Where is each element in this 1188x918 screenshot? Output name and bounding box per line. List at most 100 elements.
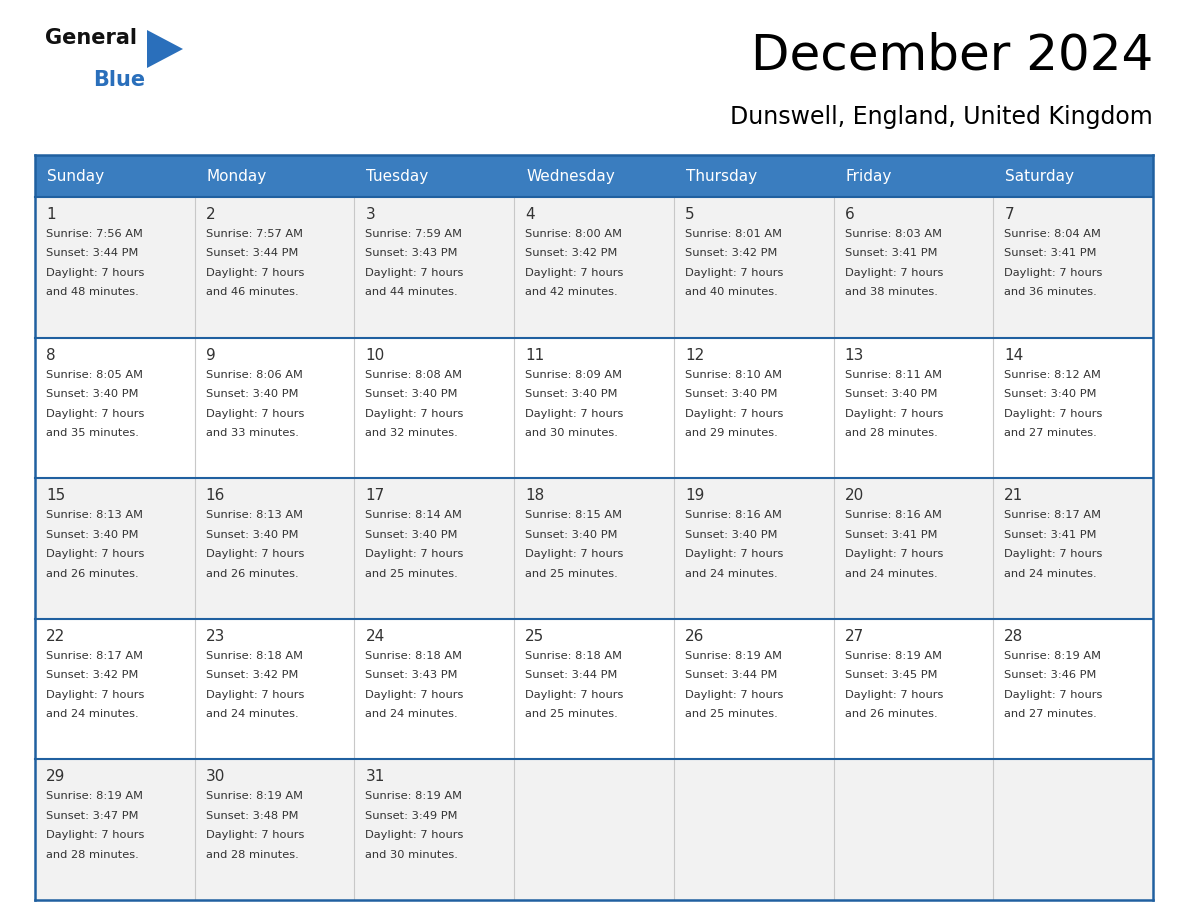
Text: Sunset: 3:40 PM: Sunset: 3:40 PM xyxy=(366,389,457,399)
Text: and 38 minutes.: and 38 minutes. xyxy=(845,287,937,297)
Text: Daylight: 7 hours: Daylight: 7 hours xyxy=(684,689,783,700)
Text: Daylight: 7 hours: Daylight: 7 hours xyxy=(1004,549,1102,559)
Text: Sunset: 3:40 PM: Sunset: 3:40 PM xyxy=(525,530,618,540)
Text: and 26 minutes.: and 26 minutes. xyxy=(46,568,139,578)
Bar xyxy=(34,619,1154,759)
Text: 5: 5 xyxy=(684,207,695,222)
Text: 9: 9 xyxy=(206,348,215,363)
Text: Blue: Blue xyxy=(93,70,145,90)
Text: Sunrise: 8:03 AM: Sunrise: 8:03 AM xyxy=(845,229,942,239)
Text: Sunrise: 8:19 AM: Sunrise: 8:19 AM xyxy=(46,791,143,801)
Text: Daylight: 7 hours: Daylight: 7 hours xyxy=(525,549,624,559)
Text: and 28 minutes.: and 28 minutes. xyxy=(845,428,937,438)
Text: Sunrise: 7:56 AM: Sunrise: 7:56 AM xyxy=(46,229,143,239)
Text: and 30 minutes.: and 30 minutes. xyxy=(525,428,618,438)
Text: Daylight: 7 hours: Daylight: 7 hours xyxy=(1004,689,1102,700)
Text: and 27 minutes.: and 27 minutes. xyxy=(1004,710,1097,720)
Text: Sunset: 3:40 PM: Sunset: 3:40 PM xyxy=(206,530,298,540)
Text: 2: 2 xyxy=(206,207,215,222)
Text: Thursday: Thursday xyxy=(685,169,757,184)
Text: 22: 22 xyxy=(46,629,65,644)
Text: Sunrise: 8:16 AM: Sunrise: 8:16 AM xyxy=(845,510,941,521)
Bar xyxy=(34,197,1154,338)
Text: 29: 29 xyxy=(46,769,65,784)
Text: and 25 minutes.: and 25 minutes. xyxy=(525,710,618,720)
Text: and 48 minutes.: and 48 minutes. xyxy=(46,287,139,297)
Text: and 28 minutes.: and 28 minutes. xyxy=(206,850,298,860)
Text: 14: 14 xyxy=(1004,348,1024,363)
Text: and 24 minutes.: and 24 minutes. xyxy=(206,710,298,720)
Text: and 33 minutes.: and 33 minutes. xyxy=(206,428,298,438)
Bar xyxy=(674,155,834,197)
Text: and 25 minutes.: and 25 minutes. xyxy=(366,568,459,578)
Text: Wednesday: Wednesday xyxy=(526,169,615,184)
Text: 31: 31 xyxy=(366,769,385,784)
Text: Sunrise: 8:19 AM: Sunrise: 8:19 AM xyxy=(366,791,462,801)
Text: Sunrise: 8:04 AM: Sunrise: 8:04 AM xyxy=(1004,229,1101,239)
Text: Daylight: 7 hours: Daylight: 7 hours xyxy=(366,689,463,700)
Text: Daylight: 7 hours: Daylight: 7 hours xyxy=(525,689,624,700)
Text: 13: 13 xyxy=(845,348,864,363)
Text: Sunrise: 8:06 AM: Sunrise: 8:06 AM xyxy=(206,370,303,380)
Text: and 28 minutes.: and 28 minutes. xyxy=(46,850,139,860)
Text: Daylight: 7 hours: Daylight: 7 hours xyxy=(366,831,463,840)
Text: December 2024: December 2024 xyxy=(751,32,1154,80)
Text: Sunset: 3:41 PM: Sunset: 3:41 PM xyxy=(1004,530,1097,540)
Text: and 24 minutes.: and 24 minutes. xyxy=(684,568,777,578)
Bar xyxy=(195,155,354,197)
Text: Sunset: 3:44 PM: Sunset: 3:44 PM xyxy=(684,670,777,680)
Text: 3: 3 xyxy=(366,207,375,222)
Text: Sunrise: 8:19 AM: Sunrise: 8:19 AM xyxy=(1004,651,1101,661)
Text: and 30 minutes.: and 30 minutes. xyxy=(366,850,459,860)
Text: and 25 minutes.: and 25 minutes. xyxy=(525,568,618,578)
Text: Sunrise: 8:01 AM: Sunrise: 8:01 AM xyxy=(684,229,782,239)
Bar xyxy=(34,759,1154,900)
Text: Sunrise: 8:10 AM: Sunrise: 8:10 AM xyxy=(684,370,782,380)
Text: Sunrise: 7:57 AM: Sunrise: 7:57 AM xyxy=(206,229,303,239)
Text: and 26 minutes.: and 26 minutes. xyxy=(206,568,298,578)
Text: Sunset: 3:42 PM: Sunset: 3:42 PM xyxy=(684,249,777,259)
Text: Sunrise: 8:18 AM: Sunrise: 8:18 AM xyxy=(206,651,303,661)
Text: Sunrise: 8:05 AM: Sunrise: 8:05 AM xyxy=(46,370,143,380)
Text: and 32 minutes.: and 32 minutes. xyxy=(366,428,459,438)
Text: Sunrise: 8:14 AM: Sunrise: 8:14 AM xyxy=(366,510,462,521)
Text: 20: 20 xyxy=(845,488,864,503)
Text: Sunset: 3:49 PM: Sunset: 3:49 PM xyxy=(366,811,457,821)
Text: Daylight: 7 hours: Daylight: 7 hours xyxy=(845,409,943,419)
Text: Daylight: 7 hours: Daylight: 7 hours xyxy=(46,549,145,559)
Text: Daylight: 7 hours: Daylight: 7 hours xyxy=(1004,268,1102,278)
Text: Saturday: Saturday xyxy=(1005,169,1074,184)
Text: Sunset: 3:43 PM: Sunset: 3:43 PM xyxy=(366,670,457,680)
Text: 17: 17 xyxy=(366,488,385,503)
Text: and 26 minutes.: and 26 minutes. xyxy=(845,710,937,720)
Text: Daylight: 7 hours: Daylight: 7 hours xyxy=(46,409,145,419)
Text: Daylight: 7 hours: Daylight: 7 hours xyxy=(206,409,304,419)
Text: Daylight: 7 hours: Daylight: 7 hours xyxy=(366,549,463,559)
Text: Sunrise: 8:09 AM: Sunrise: 8:09 AM xyxy=(525,370,623,380)
Text: Sunset: 3:40 PM: Sunset: 3:40 PM xyxy=(845,389,937,399)
Text: Sunrise: 8:15 AM: Sunrise: 8:15 AM xyxy=(525,510,623,521)
Text: and 40 minutes.: and 40 minutes. xyxy=(684,287,778,297)
Text: Sunrise: 8:18 AM: Sunrise: 8:18 AM xyxy=(525,651,623,661)
Text: Daylight: 7 hours: Daylight: 7 hours xyxy=(46,689,145,700)
Text: Sunset: 3:40 PM: Sunset: 3:40 PM xyxy=(525,389,618,399)
Text: 1: 1 xyxy=(46,207,56,222)
Text: Sunset: 3:40 PM: Sunset: 3:40 PM xyxy=(366,530,457,540)
Text: Sunset: 3:40 PM: Sunset: 3:40 PM xyxy=(206,389,298,399)
Text: General: General xyxy=(45,28,137,48)
Text: Sunset: 3:40 PM: Sunset: 3:40 PM xyxy=(684,389,777,399)
Text: Daylight: 7 hours: Daylight: 7 hours xyxy=(525,268,624,278)
Text: Sunrise: 7:59 AM: Sunrise: 7:59 AM xyxy=(366,229,462,239)
Text: and 25 minutes.: and 25 minutes. xyxy=(684,710,778,720)
Text: 16: 16 xyxy=(206,488,225,503)
Text: and 46 minutes.: and 46 minutes. xyxy=(206,287,298,297)
Text: Sunrise: 8:16 AM: Sunrise: 8:16 AM xyxy=(684,510,782,521)
Text: and 44 minutes.: and 44 minutes. xyxy=(366,287,459,297)
Text: Sunset: 3:47 PM: Sunset: 3:47 PM xyxy=(46,811,139,821)
Polygon shape xyxy=(147,30,183,68)
Text: Daylight: 7 hours: Daylight: 7 hours xyxy=(684,549,783,559)
Text: Friday: Friday xyxy=(846,169,892,184)
Bar xyxy=(34,155,195,197)
Text: and 24 minutes.: and 24 minutes. xyxy=(1004,568,1097,578)
Text: Sunrise: 8:08 AM: Sunrise: 8:08 AM xyxy=(366,370,462,380)
